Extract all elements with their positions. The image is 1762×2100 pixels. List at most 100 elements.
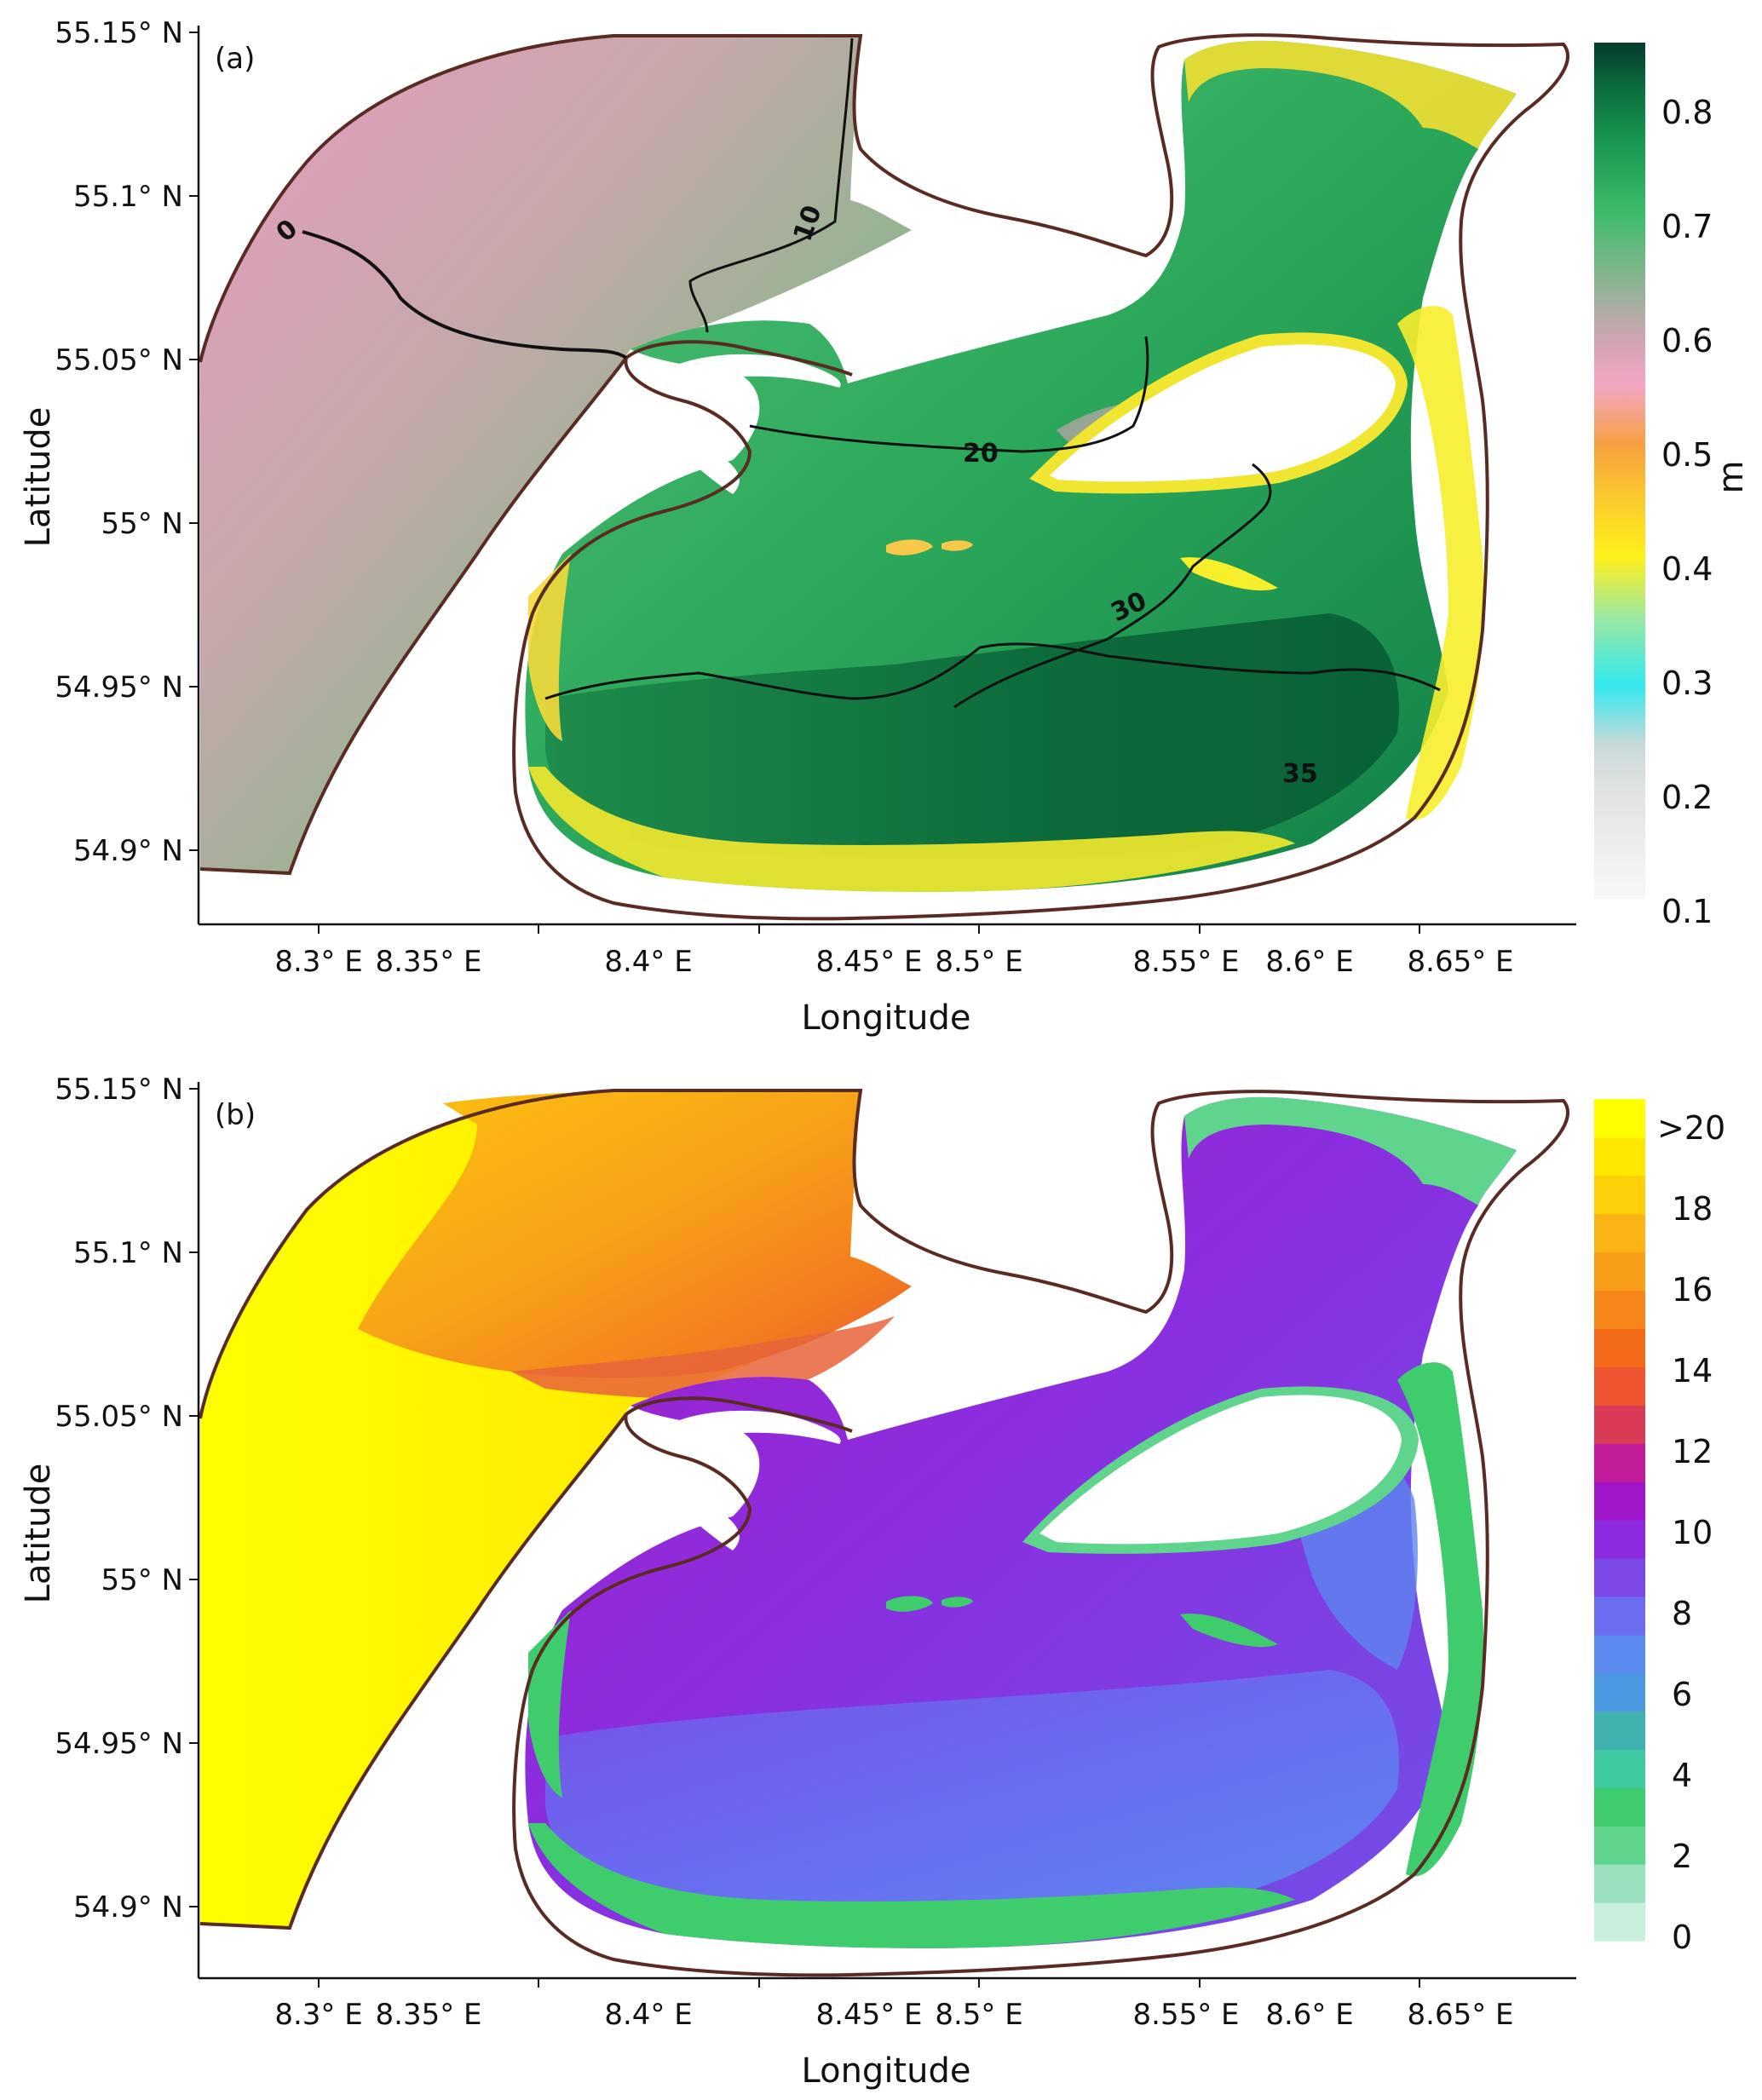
panel-b-shallow-margin-south <box>528 1823 1295 1948</box>
x-tick-label: 8.45° E <box>816 945 923 979</box>
panel-a-contour-30 <box>953 463 1272 709</box>
panel-a-y-ticks <box>189 32 199 851</box>
y-tick-label: 54.9° N <box>73 1890 183 1925</box>
panel-b-colorbar: >20 18 16 14 12 10 8 6 4 2 0 <box>1594 1099 1725 1956</box>
panel-a-contour-0 <box>302 230 628 360</box>
colorbar-tick-label: 8 <box>1672 1595 1692 1632</box>
colorbar-tick-label: 0.7 <box>1661 208 1713 245</box>
colorbar-band <box>1594 1251 1645 1292</box>
panel-a-island <box>1029 332 1408 494</box>
panel-b-y-tick-labels: 55.15° N 55.1° N 55.05° N 55° N 54.95° N… <box>55 1073 183 1925</box>
panel-b-north-region <box>358 1090 912 1378</box>
panel-a-colorbar-ticks: 0.8 0.7 0.6 0.5 0.4 0.3 0.2 0.1 <box>1661 94 1713 930</box>
panel-a-shallow-margin-south <box>528 767 1295 892</box>
panel-a-coastline <box>199 33 1569 921</box>
colorbar-band <box>1594 1175 1645 1215</box>
x-tick-label: 8.4° E <box>604 945 692 979</box>
colorbar-band <box>1594 1366 1645 1406</box>
colorbar-band <box>1594 1826 1645 1865</box>
panel-b-south-region <box>545 1670 1399 1915</box>
panel-a-y-tick-labels: 55.15° N 55.1° N 55.05° N 55° N 54.95° N… <box>55 16 183 868</box>
colorbar-tick-label: 6 <box>1672 1676 1692 1713</box>
colorbar-band <box>1594 1596 1645 1636</box>
colorbar-tick-label: 0.5 <box>1661 436 1713 474</box>
colorbar-band <box>1594 1405 1645 1444</box>
panel-a-x-tick-labels: 8.3° E 8.35° E 8.4° E 8.45° E 8.5° E 8.5… <box>274 945 1513 979</box>
x-tick-label: 8.5° E <box>935 945 1022 979</box>
x-tick-label: 8.6° E <box>1265 945 1353 979</box>
colorbar-tick-label: 14 <box>1672 1352 1713 1389</box>
panel-a-colorbar-bar <box>1594 43 1645 899</box>
y-tick-label: 55° N <box>101 1563 183 1597</box>
colorbar-band <box>1594 1672 1645 1712</box>
panel-a: 0 10 20 30 35 (a) 8.3° E 8.35° E 8.4° E … <box>19 16 1751 1038</box>
colorbar-band <box>1594 1520 1645 1559</box>
panel-b-sandbank <box>886 1596 933 1612</box>
panel-b-axes <box>197 1082 1576 1980</box>
colorbar-band <box>1594 1290 1645 1330</box>
y-tick-label: 54.9° N <box>73 834 183 868</box>
y-tick-label: 55.1° N <box>73 180 183 214</box>
colorbar-tick-label: 4 <box>1672 1757 1692 1794</box>
colorbar-tick-label: 16 <box>1672 1271 1713 1309</box>
colorbar-tick-label: 0.1 <box>1661 893 1713 930</box>
panel-b-coastline <box>199 1089 1569 1977</box>
panel-a-spit <box>648 354 841 494</box>
panel-b-shallow-margin-north <box>1184 1096 1517 1205</box>
panel-a-contour-20 <box>749 336 1149 453</box>
colorbar-tick-label: 12 <box>1672 1433 1713 1470</box>
colorbar-tick-label: 0.6 <box>1661 322 1713 360</box>
panel-b-shallow-margin-east <box>1397 1362 1484 1877</box>
panel-b-tongue <box>511 1316 895 1399</box>
panel-a-south-region <box>545 613 1399 859</box>
y-tick-label: 55.1° N <box>73 1236 183 1270</box>
x-tick-label: 8.6° E <box>1265 1998 1353 2032</box>
colorbar-tick-label: 2 <box>1672 1838 1692 1875</box>
x-tick-label: 8.5° E <box>935 1998 1022 2032</box>
y-tick-label: 55.05° N <box>55 1400 183 1434</box>
colorbar-tick-label: 0.4 <box>1661 550 1713 588</box>
y-tick-label: 54.95° N <box>55 670 183 705</box>
panel-b-colorbar-ticks: >20 18 16 14 12 10 8 6 4 2 0 <box>1657 1109 1725 1956</box>
colorbar-tick-label: 10 <box>1672 1514 1713 1551</box>
colorbar-band <box>1594 1482 1645 1521</box>
colorbar-band <box>1594 1787 1645 1827</box>
y-tick-label: 55.05° N <box>55 343 183 377</box>
panel-a-sandbank <box>941 540 973 551</box>
colorbar-tick-label: 0.8 <box>1661 94 1713 131</box>
panel-b-sandbank <box>941 1597 973 1608</box>
panel-b-y-ticks <box>189 1088 199 1907</box>
x-tick-label: 8.45° E <box>816 1998 923 2032</box>
panel-b-sandbank <box>1180 1614 1278 1648</box>
panel-b-map <box>199 1089 1569 1977</box>
x-tick-label: 8.3° E <box>274 1998 362 2032</box>
panel-b-x-ticks <box>318 1978 1420 1988</box>
panel-b-x-tick-labels: 8.3° E 8.35° E 8.4° E 8.45° E 8.5° E 8.5… <box>274 1998 1513 2032</box>
x-tick-label: 8.35° E <box>376 945 482 979</box>
x-tick-label: 8.55° E <box>1133 1998 1240 2032</box>
panel-a-axes <box>197 26 1576 926</box>
colorbar-band <box>1594 1443 1645 1482</box>
colorbar-band <box>1594 1749 1645 1788</box>
contour-label: 20 <box>963 439 999 469</box>
colorbar-band <box>1594 1213 1645 1253</box>
panel-a-shallow-margin-north <box>1184 40 1517 149</box>
colorbar-tick-label: 0.2 <box>1661 779 1713 816</box>
panel-b-colorbar-bar <box>1594 1099 1645 1942</box>
colorbar-band <box>1594 1099 1645 1138</box>
panel-b-label: (b) <box>215 1098 256 1132</box>
panel-a-sandbank <box>1180 557 1278 591</box>
y-tick-label: 55.15° N <box>55 1073 183 1107</box>
x-tick-label: 8.35° E <box>376 1998 482 2032</box>
panel-b-x-axis-label: Longitude <box>802 2051 971 2091</box>
colorbar-tick-label: >20 <box>1657 1109 1725 1147</box>
colorbar-band <box>1594 1864 1645 1903</box>
x-tick-label: 8.55° E <box>1133 945 1240 979</box>
panel-a-contour-10 <box>688 37 854 333</box>
panel-a-y-axis-label: Latitude <box>19 407 58 548</box>
x-tick-label: 8.65° E <box>1408 1998 1514 2032</box>
colorbar-band <box>1594 1557 1645 1597</box>
panel-a-colorbar-unit: m <box>1712 461 1751 494</box>
colorbar-band <box>1594 1136 1645 1177</box>
